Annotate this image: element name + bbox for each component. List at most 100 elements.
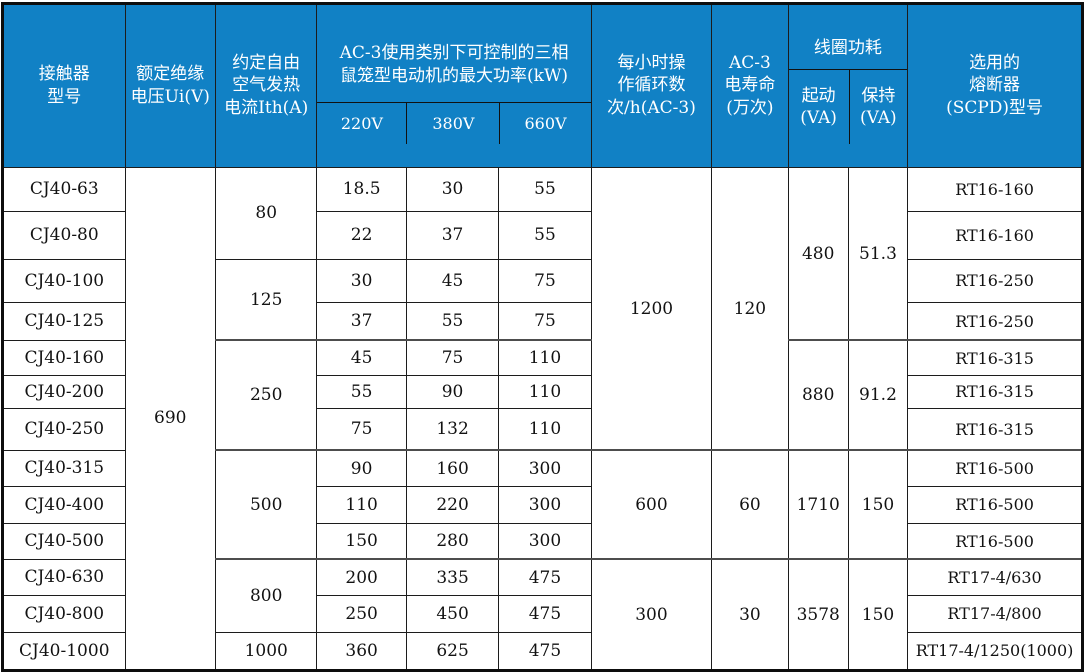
table-header: 接触器 型号 额定绝缘 电压Ui(V) 约定自由 空气发热 电流Ith(A) A… (2, 3, 1083, 168)
cell-cycles-per-hour: 600 (590, 449, 713, 560)
cell-power-220v: 55 (316, 374, 407, 409)
cell-electrical-life: 30 (711, 558, 789, 671)
cell-coil-start-va: 480 (787, 166, 849, 341)
header-selected-fuse-scpd: 选用的 熔断器 (SCPD)型号 (907, 3, 1083, 168)
cell-fuse-model: RT16-250 (907, 301, 1083, 341)
cell-power-660v: 475 (498, 558, 592, 596)
cell-model: CJ40-1000 (2, 631, 126, 671)
table-body: CJ40-63 690 80 18.5 30 55 1200 120 480 51.3 RT16-1… (2, 166, 1083, 671)
cell-power-380v: 335 (405, 558, 500, 596)
header-coil-start-va: 起动 (VA) (800, 85, 837, 128)
table-row: CJ40-125 37 55 75 RT16-250 (2, 301, 1083, 341)
cell-power-220v: 37 (316, 301, 407, 341)
cell-model: CJ40-160 (2, 339, 126, 376)
cell-power-220v: 45 (316, 339, 407, 376)
table-row: CJ40-500 150 280 300 RT16-500 (2, 522, 1083, 560)
table-row: CJ40-400 110 220 300 RT16-500 (2, 485, 1083, 524)
cell-fuse-model: RT16-315 (907, 339, 1083, 376)
cell-coil-start-va: 3578 (787, 558, 849, 671)
cell-power-220v: 90 (316, 449, 407, 487)
table-row: CJ40-100 125 30 45 75 RT16-250 (2, 258, 1083, 341)
cell-thermal-current: 500 (214, 449, 318, 560)
cell-power-660v: 475 (498, 631, 592, 671)
cell-power-660v: 75 (498, 301, 592, 341)
cell-coil-hold-va: 150 (847, 449, 909, 560)
cell-coil-start-va: 880 (787, 339, 849, 451)
cell-power-380v: 280 (405, 522, 500, 560)
cell-model: CJ40-400 (2, 485, 126, 524)
cell-power-380v: 37 (405, 210, 500, 260)
cell-fuse-model: RT16-500 (907, 449, 1083, 487)
cell-power-660v: 110 (498, 374, 592, 409)
cell-fuse-model: RT16-160 (907, 210, 1083, 260)
cell-fuse-model: RT16-160 (907, 166, 1083, 212)
cell-electrical-life: 60 (711, 449, 789, 560)
cell-power-380v: 160 (405, 449, 500, 487)
cell-power-380v: 132 (405, 407, 500, 451)
cell-power-660v: 300 (498, 449, 592, 487)
cell-coil-hold-va: 91.2 (847, 339, 909, 451)
header-coil-consumption-group: 线圈功耗 起动 (VA) 保持 (VA) (787, 3, 909, 168)
header-220v: 220V (340, 113, 383, 133)
cell-thermal-current: 800 (214, 558, 318, 633)
cell-model: CJ40-80 (2, 210, 126, 260)
cell-fuse-model: RT16-500 (907, 522, 1083, 560)
cell-power-660v: 55 (498, 166, 592, 212)
cell-fuse-model: RT17-4/1250(1000) (907, 631, 1083, 671)
cell-power-660v: 110 (498, 339, 592, 376)
header-660v: 660V (499, 102, 590, 144)
cell-fuse-model: RT16-500 (907, 485, 1083, 524)
cell-coil-hold-va: 51.3 (847, 166, 909, 341)
cell-power-380v: 625 (405, 631, 500, 671)
cell-thermal-current: 250 (214, 339, 318, 451)
table-row: CJ40-200 55 90 110 RT16-315 (2, 374, 1083, 409)
cell-power-220v: 360 (316, 631, 407, 671)
header-ac3-electrical-life: AC-3 电寿命 (万次) (711, 3, 789, 168)
cell-power-380v: 55 (405, 301, 500, 341)
cell-model: CJ40-500 (2, 522, 126, 560)
cell-cycles-per-hour: 1200 (590, 166, 713, 451)
cell-power-660v: 110 (498, 407, 592, 451)
cell-model: CJ40-125 (2, 301, 126, 341)
cell-thermal-current: 1000 (214, 631, 318, 671)
cell-power-380v: 90 (405, 374, 500, 409)
cell-power-220v: 150 (316, 522, 407, 560)
cell-power-660v: 300 (498, 522, 592, 560)
cell-electrical-life: 120 (711, 166, 789, 451)
cell-power-380v: 30 (405, 166, 500, 212)
cell-model: CJ40-100 (2, 258, 126, 303)
header-contactor-model: 接触器 型号 (2, 3, 126, 168)
cell-power-220v: 110 (316, 485, 407, 524)
header-conventional-thermal-current: 约定自由 空气发热 电流Ith(A) (214, 3, 318, 168)
header-ac3-max-power-group: AC-3使用类别下可控制的三相 鼠笼型电动机的最大功率(kW) 220V 380… (316, 3, 592, 168)
cell-fuse-model: RT17-4/630 (907, 558, 1083, 596)
cell-power-380v: 75 (405, 339, 500, 376)
table-row: CJ40-80 22 37 55 RT16-160 (2, 210, 1083, 260)
cell-thermal-current: 80 (214, 166, 318, 260)
cell-model: CJ40-250 (2, 407, 126, 451)
table-row: CJ40-250 75 132 110 RT16-315 (2, 407, 1083, 451)
cell-fuse-model: RT16-250 (907, 258, 1083, 303)
table-row: CJ40-160 250 45 75 110 880 91.2 RT16-315 (2, 339, 1083, 451)
header-380v: 380V (406, 102, 499, 144)
cell-model: CJ40-630 (2, 558, 126, 596)
cell-power-380v: 450 (405, 594, 500, 633)
cell-power-220v: 75 (316, 407, 407, 451)
cell-power-220v: 200 (316, 558, 407, 596)
cell-power-220v: 22 (316, 210, 407, 260)
cell-power-660v: 300 (498, 485, 592, 524)
header-coil-consumption-label: 线圈功耗 (789, 28, 907, 70)
header-rated-insulation-voltage: 额定绝缘 电压Ui(V) (124, 3, 216, 168)
cell-power-660v: 75 (498, 258, 592, 303)
cell-model: CJ40-200 (2, 374, 126, 409)
cell-power-380v: 220 (405, 485, 500, 524)
cell-coil-start-va: 1710 (787, 449, 849, 560)
cell-model: CJ40-315 (2, 449, 126, 487)
table-row: CJ40-315 500 90 160 300 600 60 1710 150 RT16-500 (2, 449, 1083, 560)
cell-cycles-per-hour: 300 (590, 558, 713, 671)
cell-rated-voltage: 690 (124, 166, 216, 671)
table-row: CJ40-63 690 80 18.5 30 55 1200 120 480 51.3 RT16-1… (2, 166, 1083, 671)
cell-fuse-model: RT16-315 (907, 374, 1083, 409)
cell-coil-hold-va: 150 (847, 558, 909, 671)
